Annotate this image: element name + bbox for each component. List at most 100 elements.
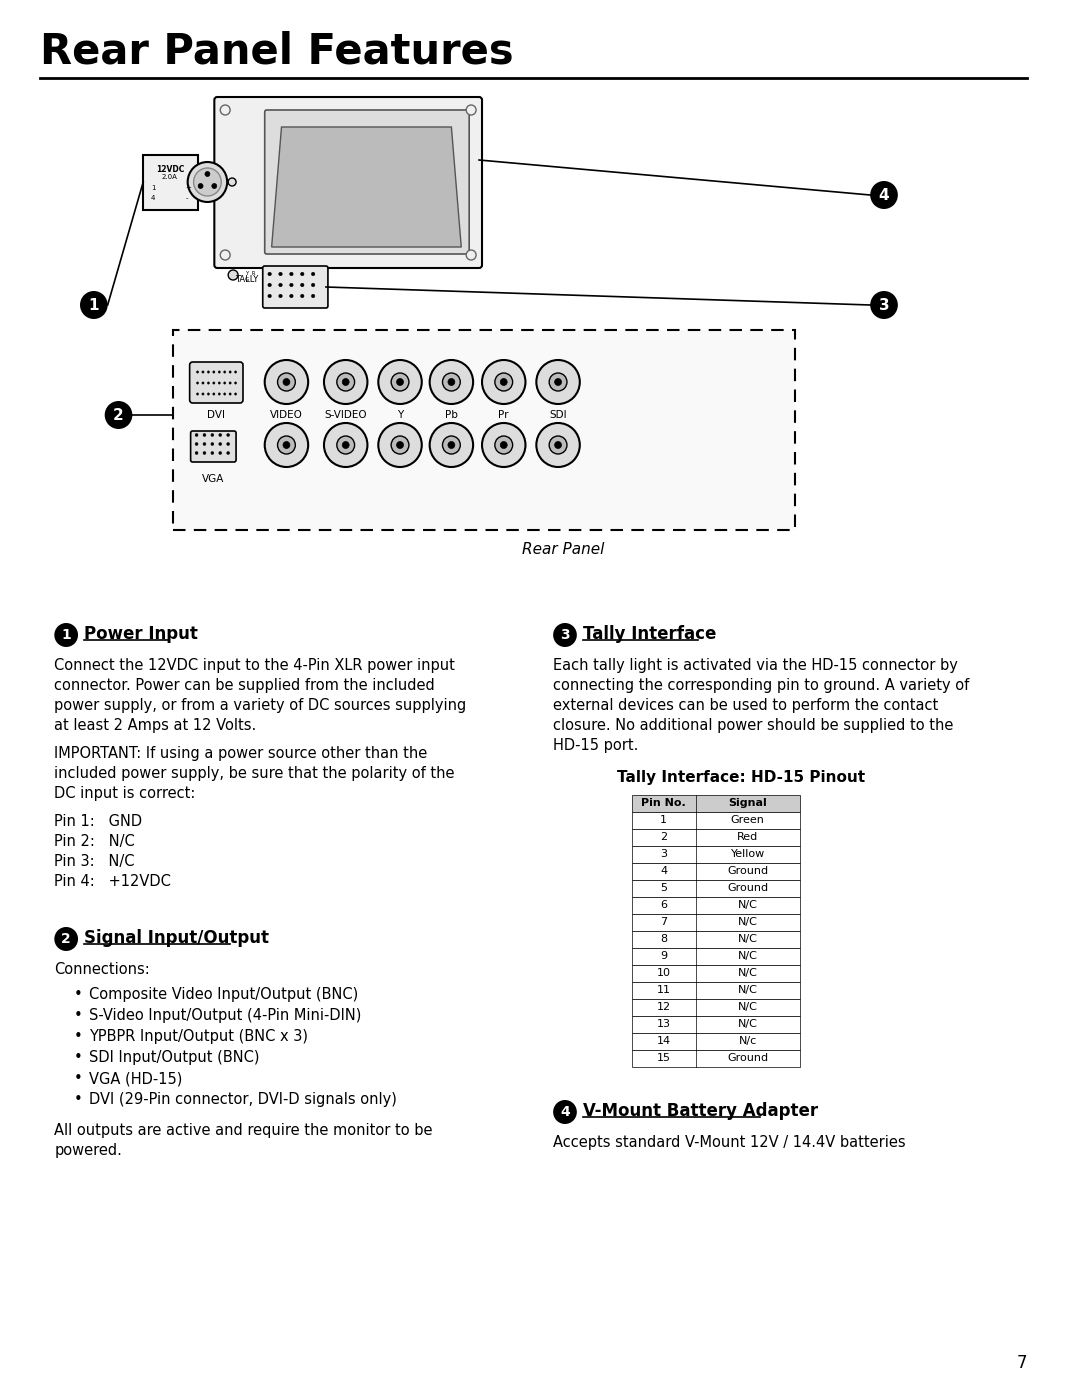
Circle shape <box>555 379 562 386</box>
Text: 1: 1 <box>660 814 667 826</box>
Circle shape <box>213 393 215 395</box>
Text: Red: Red <box>737 833 758 842</box>
Circle shape <box>193 168 221 196</box>
Bar <box>632 949 800 965</box>
Circle shape <box>220 105 230 115</box>
Text: Pin 1:   GND: Pin 1: GND <box>54 814 143 828</box>
Circle shape <box>227 443 230 446</box>
Text: TALLY: TALLY <box>235 275 258 284</box>
Circle shape <box>482 360 526 404</box>
Circle shape <box>211 433 214 436</box>
Circle shape <box>555 441 562 448</box>
Text: 3: 3 <box>561 629 570 643</box>
Circle shape <box>549 373 567 391</box>
Circle shape <box>324 360 367 404</box>
Circle shape <box>278 436 295 454</box>
Circle shape <box>195 451 198 454</box>
Circle shape <box>213 381 215 384</box>
Text: N/C: N/C <box>738 951 758 961</box>
Text: N/C: N/C <box>738 1002 758 1011</box>
Circle shape <box>342 441 349 448</box>
Circle shape <box>265 360 308 404</box>
FancyBboxPatch shape <box>190 362 243 402</box>
Text: external devices can be used to perform the contact: external devices can be used to perform … <box>553 698 939 712</box>
Text: Connections:: Connections: <box>54 963 150 977</box>
Circle shape <box>311 295 315 298</box>
Text: •: • <box>75 988 83 1002</box>
Text: 13: 13 <box>657 1018 671 1030</box>
Text: •: • <box>75 1030 83 1044</box>
Text: S-Video Input/Output (4-Pin Mini-DIN): S-Video Input/Output (4-Pin Mini-DIN) <box>89 1009 362 1023</box>
Circle shape <box>80 291 108 319</box>
Bar <box>632 1032 800 1051</box>
Circle shape <box>378 423 422 467</box>
Circle shape <box>202 381 204 384</box>
Text: Yellow: Yellow <box>730 849 765 859</box>
Text: Pr: Pr <box>499 409 509 420</box>
Circle shape <box>553 1099 577 1125</box>
Text: N/C: N/C <box>738 985 758 995</box>
Text: VIDEO: VIDEO <box>270 409 302 420</box>
Text: VGA (HD-15): VGA (HD-15) <box>89 1071 183 1085</box>
Circle shape <box>218 381 220 384</box>
Text: Signal: Signal <box>728 798 767 807</box>
FancyBboxPatch shape <box>262 265 328 307</box>
Text: 15: 15 <box>657 1053 671 1063</box>
Circle shape <box>213 370 215 373</box>
Text: V-Mount Battery Adapter: V-Mount Battery Adapter <box>583 1102 818 1120</box>
Text: Composite Video Input/Output (BNC): Composite Video Input/Output (BNC) <box>89 988 359 1002</box>
Circle shape <box>229 381 231 384</box>
Text: +: + <box>186 184 191 191</box>
Text: connector. Power can be supplied from the included: connector. Power can be supplied from th… <box>54 678 435 693</box>
Circle shape <box>396 441 404 448</box>
Circle shape <box>205 172 210 176</box>
Circle shape <box>224 370 226 373</box>
Text: •: • <box>75 1009 83 1023</box>
Text: 12: 12 <box>657 1002 671 1011</box>
Text: 8: 8 <box>660 935 667 944</box>
Text: power supply, or from a variety of DC sources supplying: power supply, or from a variety of DC so… <box>54 698 467 712</box>
Circle shape <box>54 623 78 647</box>
Text: 1: 1 <box>89 298 99 313</box>
Circle shape <box>234 393 237 395</box>
Text: DVI (29-Pin connector, DVI-D signals only): DVI (29-Pin connector, DVI-D signals onl… <box>89 1092 396 1106</box>
Text: YPBPR Input/Output (BNC x 3): YPBPR Input/Output (BNC x 3) <box>89 1030 308 1044</box>
Text: Pin 4:   +12VDC: Pin 4: +12VDC <box>54 875 172 888</box>
Text: Tally Interface: HD-15 Pinout: Tally Interface: HD-15 Pinout <box>617 770 865 785</box>
Circle shape <box>467 250 476 260</box>
FancyBboxPatch shape <box>214 96 482 268</box>
Circle shape <box>283 379 289 386</box>
Text: SDI: SDI <box>550 409 567 420</box>
Bar <box>632 812 800 828</box>
Text: 7: 7 <box>1016 1354 1027 1372</box>
Circle shape <box>378 360 422 404</box>
Circle shape <box>311 284 315 286</box>
Text: Y  R
G: Y R G <box>245 271 256 282</box>
Text: 2: 2 <box>660 833 667 842</box>
Bar <box>632 965 800 982</box>
Text: Rear Panel: Rear Panel <box>522 542 604 557</box>
Circle shape <box>337 436 354 454</box>
Text: Rear Panel Features: Rear Panel Features <box>40 29 513 73</box>
Circle shape <box>229 370 231 373</box>
Circle shape <box>197 393 199 395</box>
Circle shape <box>289 284 293 286</box>
Circle shape <box>430 360 473 404</box>
Bar <box>632 795 800 812</box>
Text: 2: 2 <box>113 408 124 422</box>
Bar <box>632 828 800 847</box>
Text: 1: 1 <box>151 184 156 191</box>
Circle shape <box>195 433 198 436</box>
Circle shape <box>220 250 230 260</box>
Circle shape <box>54 928 78 951</box>
Text: powered.: powered. <box>54 1143 122 1158</box>
Circle shape <box>279 272 282 275</box>
Circle shape <box>495 436 513 454</box>
Bar <box>632 930 800 949</box>
Circle shape <box>227 451 230 454</box>
Bar <box>632 914 800 930</box>
Text: N/C: N/C <box>738 900 758 909</box>
Text: •: • <box>75 1092 83 1106</box>
Circle shape <box>391 436 409 454</box>
Text: Pin 2:   N/C: Pin 2: N/C <box>54 834 135 849</box>
